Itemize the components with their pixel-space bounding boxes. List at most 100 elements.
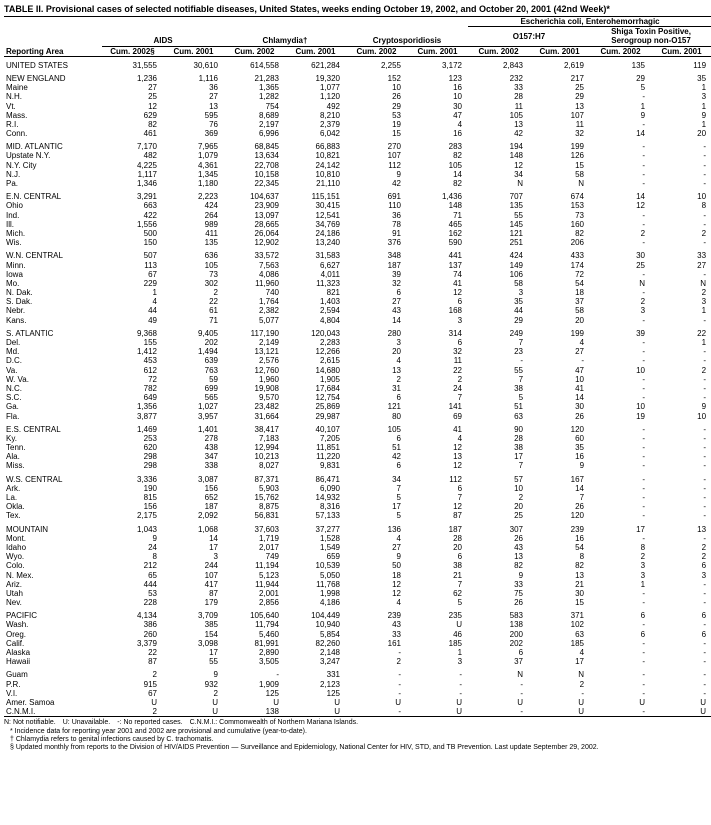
value-cell: 4 [346, 598, 407, 607]
area-cell: N. Dak. [4, 288, 102, 297]
value-cell: 2 [651, 288, 711, 297]
table-row: Calif.3,3793,09881,99182,260161185202185… [4, 639, 711, 648]
value-cell: - [590, 316, 651, 325]
value-cell: 4 [346, 534, 407, 543]
value-cell: 32 [346, 279, 407, 288]
area-cell: Ky. [4, 434, 102, 443]
footnote-line: † Chlamydia refers to genital infections… [4, 736, 707, 744]
value-cell: - [346, 666, 407, 679]
table-row: PACIFIC4,1343,709105,640104,449239235583… [4, 607, 711, 620]
table-row: E.S. CENTRAL1,4691,40138,41740,107105419… [4, 421, 711, 434]
table-row: Va.61276312,76014,68013225547102 [4, 366, 711, 375]
value-cell: 2,283 [285, 338, 346, 347]
value-cell: 32 [529, 129, 590, 138]
value-cell: 10,158 [224, 170, 285, 179]
value-cell: 154 [163, 630, 224, 639]
value-cell: 1,345 [163, 170, 224, 179]
value-cell: 19 [590, 412, 651, 421]
value-cell: 53 [346, 111, 407, 120]
value-cell: 120,043 [285, 325, 346, 338]
area-cell: Wash. [4, 620, 102, 629]
value-cell: 110 [346, 201, 407, 210]
table-row: Wash.38638511,79410,94043U138102-- [4, 620, 711, 629]
value-cell: 105 [346, 421, 407, 434]
value-cell: 21 [407, 571, 468, 580]
value-cell: 6,090 [285, 484, 346, 493]
value-cell: 71 [163, 316, 224, 325]
value-cell: - [590, 589, 651, 598]
value-cell: 14 [163, 534, 224, 543]
value-cell: 112 [346, 161, 407, 170]
value-cell: 228 [102, 598, 163, 607]
value-cell: 1,412 [102, 347, 163, 356]
value-cell: 465 [407, 220, 468, 229]
value-cell: - [590, 238, 651, 247]
value-cell: 10,539 [285, 561, 346, 570]
value-cell: 31 [346, 384, 407, 393]
value-cell: 13 [407, 452, 468, 461]
value-cell: 17 [529, 657, 590, 666]
value-cell: 7,563 [224, 261, 285, 270]
value-cell: - [651, 270, 711, 279]
value-cell: 244 [163, 561, 224, 570]
value-cell: 27 [102, 83, 163, 92]
value-cell: 25 [468, 511, 529, 520]
area-cell: Conn. [4, 129, 102, 138]
value-cell: 10 [651, 188, 711, 201]
value-cell: 2 [651, 229, 711, 238]
value-cell: 9 [468, 571, 529, 580]
value-cell: 6 [407, 484, 468, 493]
value-cell: 659 [285, 552, 346, 561]
disease-header: Chlamydia† [224, 17, 346, 47]
value-cell: - [651, 502, 711, 511]
value-cell: - [590, 375, 651, 384]
value-cell: - [651, 356, 711, 365]
table-row: Alaska22172,8902,148-164-- [4, 648, 711, 657]
value-cell: 28 [468, 434, 529, 443]
value-cell: - [407, 689, 468, 698]
value-cell: 56,831 [224, 511, 285, 520]
value-cell: 7,205 [285, 434, 346, 443]
value-cell: 25 [529, 83, 590, 92]
value-cell: 9 [529, 461, 590, 470]
value-cell: 5 [590, 83, 651, 92]
value-cell: 1,549 [285, 543, 346, 552]
value-cell: - [651, 170, 711, 179]
value-cell: 65 [102, 571, 163, 580]
table-row: N.C.78269919,90817,68431243841-- [4, 384, 711, 393]
value-cell: 4,011 [285, 270, 346, 279]
table-row: P.R.9159321,9092,123---2-- [4, 680, 711, 689]
value-cell: 386 [102, 620, 163, 629]
value-cell: 30,610 [163, 56, 224, 70]
value-cell: 11 [529, 120, 590, 129]
value-cell: - [346, 648, 407, 657]
value-cell: 915 [102, 680, 163, 689]
value-cell: - [346, 707, 407, 717]
value-cell: 1 [590, 102, 651, 111]
value-cell: 4,361 [163, 161, 224, 170]
value-cell: 2 [346, 657, 407, 666]
sub-header: Cum. 2002 [346, 46, 407, 56]
value-cell: 1,436 [407, 188, 468, 201]
value-cell: 2 [102, 707, 163, 717]
value-cell: 9,831 [285, 461, 346, 470]
value-cell: 4 [529, 648, 590, 657]
value-cell: 185 [407, 639, 468, 648]
value-cell: 49 [102, 316, 163, 325]
area-cell: Amer. Samoa [4, 698, 102, 707]
value-cell: - [590, 421, 651, 434]
table-row: Tex.2,1752,09256,83157,13358725120-- [4, 511, 711, 520]
value-cell: - [468, 707, 529, 717]
value-cell: 821 [285, 288, 346, 297]
value-cell: - [651, 666, 711, 679]
value-cell: - [651, 589, 711, 598]
value-cell: 7 [468, 375, 529, 384]
area-cell: W.S. CENTRAL [4, 471, 102, 484]
value-cell: 5,050 [285, 571, 346, 580]
disease-header: AIDS [102, 17, 224, 47]
value-cell: 298 [102, 452, 163, 461]
value-cell: 3,336 [102, 471, 163, 484]
value-cell: 26 [529, 412, 590, 421]
value-cell: - [651, 680, 711, 689]
table-row: N.Y. City4,2254,36122,70824,142112105121… [4, 161, 711, 170]
